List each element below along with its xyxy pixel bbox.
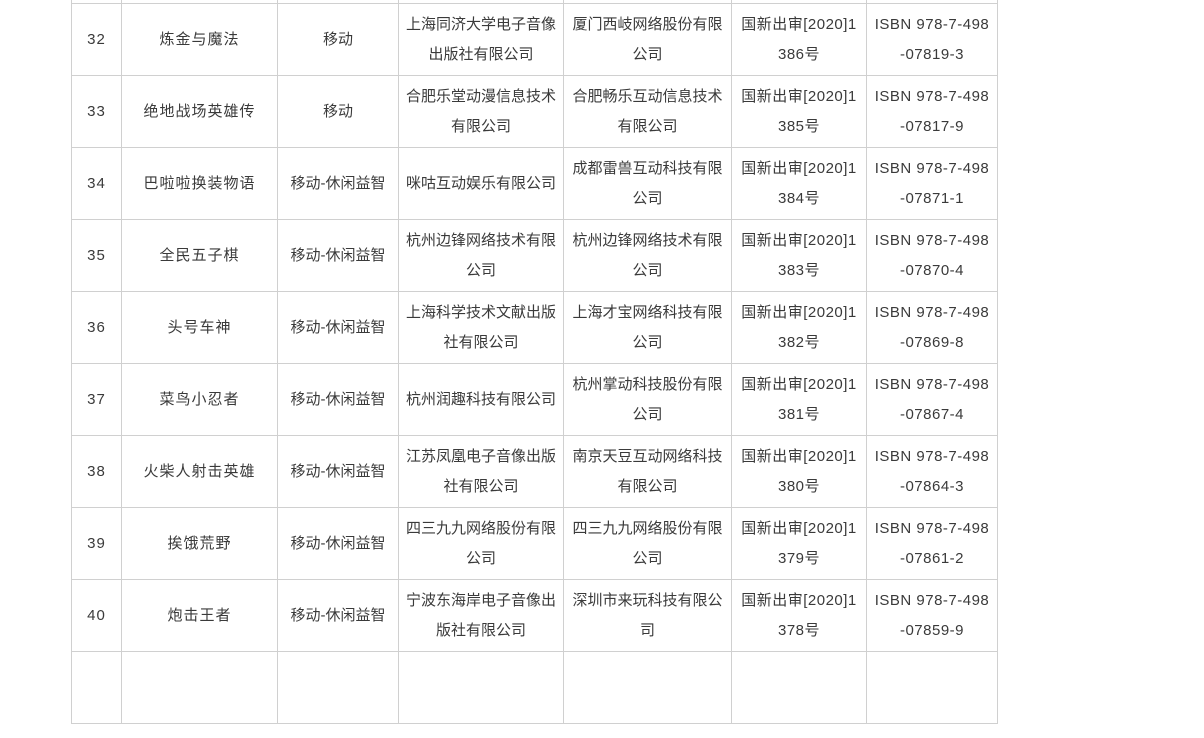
- cell-publisher: 宁波东海岸电子音像出版社有限公司: [398, 579, 564, 652]
- cell-isbn: ISBN 978-7-498-07871-1: [866, 147, 998, 220]
- cell-index: 37: [71, 363, 122, 436]
- cell-name: 巴啦啦换装物语: [121, 147, 278, 220]
- table-row: 37 菜鸟小忍者 移动-休闲益智 杭州润趣科技有限公司 杭州掌动科技股份有限公司 国新出审…: [71, 363, 998, 436]
- table-row: [71, 651, 998, 724]
- cell-approval: 国新出审[2020]1384号: [731, 147, 867, 220]
- cell-isbn: ISBN 978-7-498-07861-2: [866, 507, 998, 580]
- cell-publisher: 四三九九网络股份有限公司: [398, 507, 564, 580]
- cell-index: 40: [71, 579, 122, 652]
- table-body: 31上古王冠移动北京畅元国讯科技有限公司厦门极致互动网络技术股份有限公司国新出审…: [71, 0, 998, 724]
- table-row: 32 炼金与魔法 移动 上海同济大学电子音像出版社有限公司 厦门西岐网络股份有限公司 国新…: [71, 3, 998, 76]
- cell-type: 移动-休闲益智: [277, 147, 399, 220]
- cell-approval: 国新出审[2020]1382号: [731, 291, 867, 364]
- cell-isbn: ISBN 978-7-498-07867-4: [866, 363, 998, 436]
- cell-isbn: [866, 651, 998, 724]
- table-row: 36 头号车神 移动-休闲益智 上海科学技术文献出版社有限公司 上海才宝网络科技有限公司…: [71, 291, 998, 364]
- cell-name: 挨饿荒野: [121, 507, 278, 580]
- cell-type: [277, 651, 399, 724]
- cell-type: 移动-休闲益智: [277, 507, 399, 580]
- cell-index: 38: [71, 435, 122, 508]
- cell-type: 移动-休闲益智: [277, 219, 399, 292]
- cell-index: 39: [71, 507, 122, 580]
- cell-operator: 深圳市来玩科技有限公司: [563, 579, 732, 652]
- cell-name: [121, 651, 278, 724]
- cell-approval: 国新出审[2020]1381号: [731, 363, 867, 436]
- cell-index: 36: [71, 291, 122, 364]
- cell-publisher: 上海同济大学电子音像出版社有限公司: [398, 3, 564, 76]
- cell-operator: 合肥畅乐互动信息技术有限公司: [563, 75, 732, 148]
- cell-operator: 杭州掌动科技股份有限公司: [563, 363, 732, 436]
- cell-index: 32: [71, 3, 122, 76]
- cell-isbn: ISBN 978-7-498-07869-8: [866, 291, 998, 364]
- cell-publisher: 合肥乐堂动漫信息技术有限公司: [398, 75, 564, 148]
- cell-publisher: 杭州边锋网络技术有限公司: [398, 219, 564, 292]
- table-row: 34 巴啦啦换装物语 移动-休闲益智 咪咕互动娱乐有限公司 成都雷兽互动科技有限公司 国新…: [71, 147, 998, 220]
- cell-name: 全民五子棋: [121, 219, 278, 292]
- cell-operator: 成都雷兽互动科技有限公司: [563, 147, 732, 220]
- cell-publisher: 杭州润趣科技有限公司: [398, 363, 564, 436]
- cell-isbn: ISBN 978-7-498-07864-3: [866, 435, 998, 508]
- cell-type: 移动-休闲益智: [277, 291, 399, 364]
- cell-name: 绝地战场英雄传: [121, 75, 278, 148]
- cell-approval: 国新出审[2020]1378号: [731, 579, 867, 652]
- cell-name: 头号车神: [121, 291, 278, 364]
- cell-approval: 国新出审[2020]1379号: [731, 507, 867, 580]
- table-scroll-viewport[interactable]: 31上古王冠移动北京畅元国讯科技有限公司厦门极致互动网络技术股份有限公司国新出审…: [71, 0, 998, 738]
- table-row: 38 火柴人射击英雄 移动-休闲益智 江苏凤凰电子音像出版社有限公司 南京天豆互动网络科…: [71, 435, 998, 508]
- cell-index: 34: [71, 147, 122, 220]
- game-approval-table: 31上古王冠移动北京畅元国讯科技有限公司厦门极致互动网络技术股份有限公司国新出审…: [71, 0, 998, 724]
- cell-type: 移动-休闲益智: [277, 435, 399, 508]
- cell-approval: 国新出审[2020]1386号: [731, 3, 867, 76]
- cell-index: 35: [71, 219, 122, 292]
- table-row: 40 炮击王者 移动-休闲益智 宁波东海岸电子音像出版社有限公司 深圳市来玩科技有限公司…: [71, 579, 998, 652]
- cell-index: [71, 651, 122, 724]
- cell-name: 炼金与魔法: [121, 3, 278, 76]
- cell-approval: 国新出审[2020]1380号: [731, 435, 867, 508]
- cell-approval: 国新出审[2020]1383号: [731, 219, 867, 292]
- cell-name: 炮击王者: [121, 579, 278, 652]
- cell-operator: 上海才宝网络科技有限公司: [563, 291, 732, 364]
- cell-publisher: 江苏凤凰电子音像出版社有限公司: [398, 435, 564, 508]
- cell-type: 移动-休闲益智: [277, 579, 399, 652]
- table-row: 39 挨饿荒野 移动-休闲益智 四三九九网络股份有限公司 四三九九网络股份有限公司 国新出…: [71, 507, 998, 580]
- cell-operator: [563, 651, 732, 724]
- cell-publisher: 咪咕互动娱乐有限公司: [398, 147, 564, 220]
- cell-type: 移动: [277, 75, 399, 148]
- cell-isbn: ISBN 978-7-498-07817-9: [866, 75, 998, 148]
- cell-operator: 杭州边锋网络技术有限公司: [563, 219, 732, 292]
- cell-operator: 厦门西岐网络股份有限公司: [563, 3, 732, 76]
- cell-publisher: [398, 651, 564, 724]
- cell-type: 移动: [277, 3, 399, 76]
- table-row: 33 绝地战场英雄传 移动 合肥乐堂动漫信息技术有限公司 合肥畅乐互动信息技术有限公司国…: [71, 75, 998, 148]
- cell-type: 移动-休闲益智: [277, 363, 399, 436]
- cell-operator: 四三九九网络股份有限公司: [563, 507, 732, 580]
- cell-index: 33: [71, 75, 122, 148]
- cell-operator: 南京天豆互动网络科技有限公司: [563, 435, 732, 508]
- table-row: 35 全民五子棋 移动-休闲益智 杭州边锋网络技术有限公司 杭州边锋网络技术有限公司 国新…: [71, 219, 998, 292]
- cell-isbn: ISBN 978-7-498-07870-4: [866, 219, 998, 292]
- cell-approval: 国新出审[2020]1385号: [731, 75, 867, 148]
- cell-isbn: ISBN 978-7-498-07859-9: [866, 579, 998, 652]
- cell-approval: [731, 651, 867, 724]
- cell-name: 火柴人射击英雄: [121, 435, 278, 508]
- cell-publisher: 上海科学技术文献出版社有限公司: [398, 291, 564, 364]
- cell-isbn: ISBN 978-7-498-07819-3: [866, 3, 998, 76]
- cell-name: 菜鸟小忍者: [121, 363, 278, 436]
